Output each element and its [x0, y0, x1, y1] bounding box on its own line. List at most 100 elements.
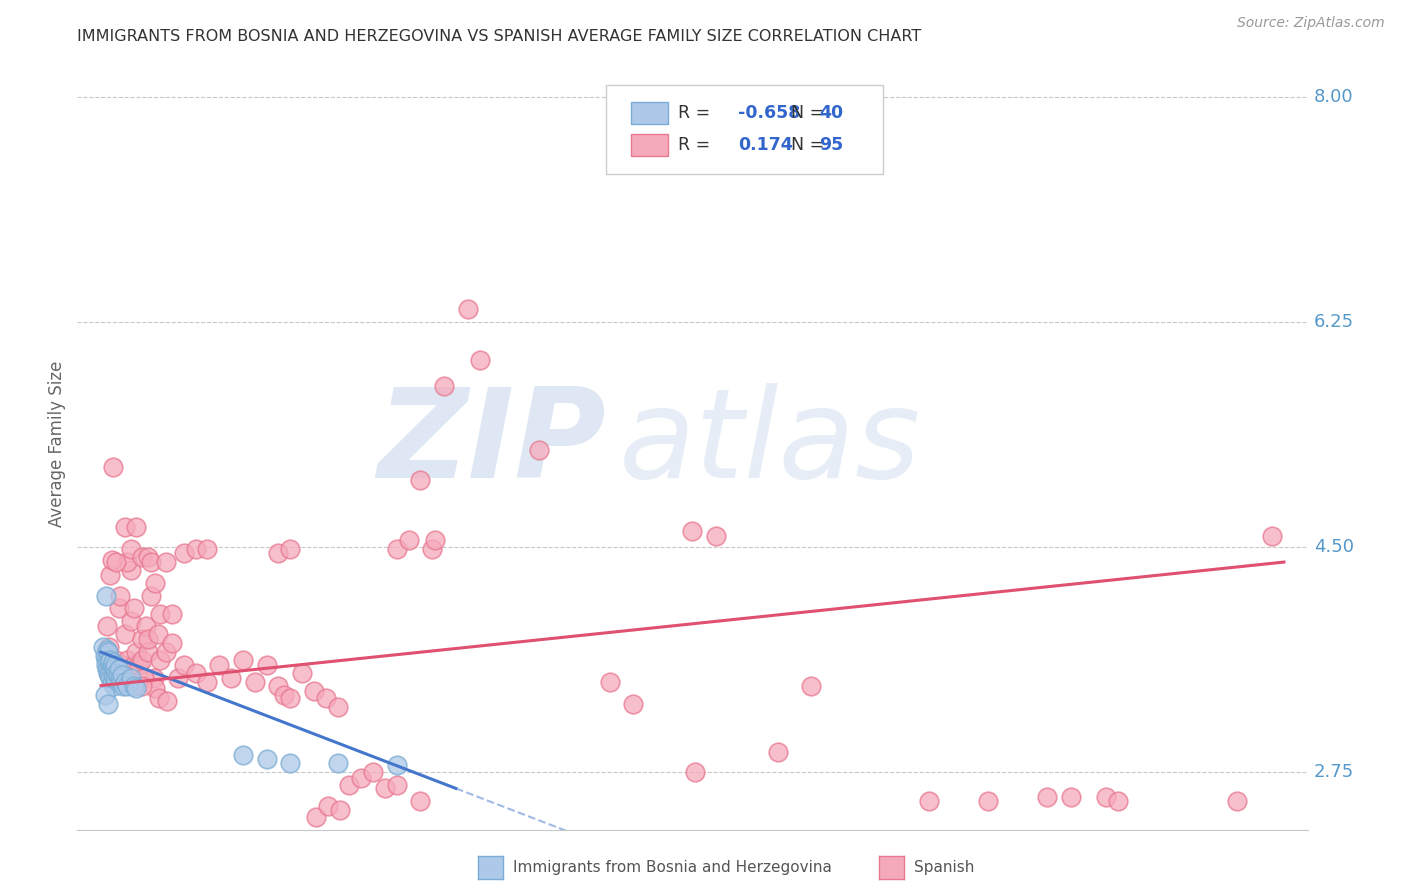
Point [918, 794, 941, 808]
Point [146, 627, 169, 641]
Point [115, 679, 138, 693]
Point [125, 681, 148, 695]
Point [96, 662, 118, 676]
Point [98, 668, 121, 682]
Point [100, 674, 122, 689]
Point [105, 665, 128, 680]
FancyBboxPatch shape [606, 85, 883, 174]
Point [256, 752, 278, 766]
Point [621, 697, 644, 711]
Text: Immigrants from Bosnia and Herzegovina: Immigrants from Bosnia and Herzegovina [513, 860, 832, 874]
Point [1036, 790, 1059, 805]
Point [148, 691, 170, 706]
Point [800, 679, 823, 693]
Point [278, 756, 301, 770]
Text: 0.174: 0.174 [738, 136, 793, 154]
Point [114, 627, 136, 641]
Point [145, 575, 167, 590]
Point [93, 688, 115, 702]
Point [1060, 790, 1083, 805]
Point [527, 443, 550, 458]
Point [385, 542, 408, 557]
Point [135, 619, 157, 633]
Point [103, 662, 125, 676]
Point [122, 657, 145, 672]
Point [100, 568, 122, 582]
Point [120, 542, 142, 557]
Point [683, 764, 706, 779]
Point [149, 607, 172, 621]
Text: 8.00: 8.00 [1313, 87, 1354, 105]
Text: 6.25: 6.25 [1313, 312, 1354, 331]
Point [114, 674, 136, 689]
Text: 2.75: 2.75 [1313, 763, 1354, 780]
Point [101, 656, 124, 670]
Point [1226, 794, 1249, 808]
Point [101, 668, 124, 682]
Point [409, 794, 432, 808]
Text: R =: R = [678, 103, 716, 122]
Point [136, 549, 159, 564]
Point [100, 653, 122, 667]
Point [167, 671, 190, 685]
Point [100, 671, 122, 685]
Point [115, 653, 138, 667]
Bar [631, 135, 668, 156]
Point [197, 674, 219, 689]
Point [94, 589, 117, 603]
Point [120, 563, 142, 577]
Point [173, 657, 195, 672]
Point [326, 700, 349, 714]
Point [160, 607, 183, 621]
Point [433, 379, 456, 393]
Point [97, 697, 120, 711]
Point [278, 691, 301, 706]
Point [131, 632, 153, 647]
Point [385, 758, 408, 772]
Point [682, 524, 704, 539]
Text: N =: N = [792, 136, 830, 154]
Point [131, 653, 153, 667]
Point [107, 668, 129, 682]
Point [329, 803, 352, 817]
Point [94, 657, 117, 672]
Point [184, 665, 207, 680]
Point [423, 533, 446, 548]
Point [131, 679, 153, 693]
Point [108, 671, 131, 685]
Point [98, 640, 121, 654]
Point [107, 601, 129, 615]
Point [339, 778, 361, 792]
Point [1095, 790, 1118, 805]
Text: R =: R = [678, 136, 721, 154]
Point [120, 614, 142, 628]
Point [409, 473, 432, 487]
Point [1261, 529, 1284, 543]
Point [139, 555, 162, 569]
Point [1107, 794, 1129, 808]
Point [599, 674, 621, 689]
Point [385, 778, 408, 792]
Point [291, 665, 314, 680]
Point [267, 679, 290, 693]
Point [110, 674, 132, 689]
Point [115, 555, 138, 569]
Point [420, 542, 443, 557]
Point [96, 619, 118, 633]
Point [93, 648, 115, 663]
Point [145, 681, 167, 695]
Text: 4.50: 4.50 [1313, 538, 1354, 556]
Point [316, 799, 339, 814]
Point [143, 671, 166, 685]
Point [350, 771, 373, 785]
Point [457, 301, 479, 316]
Point [302, 683, 325, 698]
Point [156, 694, 179, 708]
Point [173, 546, 195, 560]
Bar [631, 102, 668, 124]
Point [97, 665, 120, 680]
Point [125, 645, 148, 659]
Point [219, 671, 242, 685]
Point [100, 657, 122, 672]
Point [93, 640, 115, 654]
